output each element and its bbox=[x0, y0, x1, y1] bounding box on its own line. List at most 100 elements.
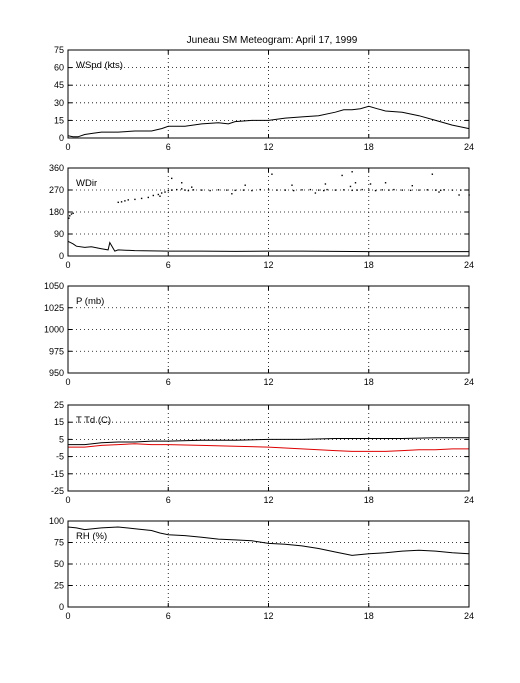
wdir-data-point bbox=[147, 196, 149, 199]
wdir-data-point bbox=[374, 189, 377, 192]
wdir-data-point bbox=[164, 191, 166, 193]
wspd-kts-xtick-label: 6 bbox=[166, 142, 171, 152]
wdir-data-point bbox=[120, 201, 123, 203]
wdir-data-point bbox=[192, 189, 195, 191]
wdir-data-point bbox=[431, 173, 434, 175]
wdir-data-point bbox=[291, 184, 293, 186]
wdir-data-point bbox=[393, 188, 395, 191]
wdir-data-point bbox=[152, 194, 155, 197]
rh-ytick-label: 75 bbox=[54, 538, 64, 548]
wdir-data-point bbox=[323, 189, 325, 192]
t-td-c-panel-label: T Td (C) bbox=[76, 415, 111, 426]
p-mb-ytick-label: 1025 bbox=[44, 303, 64, 313]
wdir-data-point bbox=[439, 189, 442, 192]
rh-ytick-label: 25 bbox=[54, 581, 64, 591]
t-td-c-ytick-label: -25 bbox=[51, 486, 64, 496]
rh-xtick-label: 24 bbox=[464, 611, 474, 621]
wspd-kts-xtick-label: 18 bbox=[364, 142, 374, 152]
p-mb-ytick-label: 1000 bbox=[44, 325, 64, 335]
wdir-xtick-label: 0 bbox=[65, 260, 70, 270]
wdir-data-point bbox=[68, 217, 70, 219]
wdir-data-point bbox=[267, 189, 270, 191]
wdir-data-point bbox=[426, 189, 429, 191]
wdir-data-point bbox=[244, 184, 246, 186]
wdir-data-point bbox=[181, 182, 183, 184]
wdir-xtick-label: 6 bbox=[166, 260, 171, 270]
wdir-series-line-0 bbox=[67, 240, 469, 253]
t-td-c-xtick-label: 18 bbox=[364, 495, 374, 505]
panel-wdir: 0 90 180 270 360 0 6 12 18 24 WDir bbox=[49, 163, 474, 270]
wdir-ytick-label: 180 bbox=[49, 207, 64, 217]
p-mb-xtick-label: 0 bbox=[65, 377, 70, 387]
wdir-ytick-label: 90 bbox=[54, 229, 64, 239]
wdir-data-point bbox=[438, 191, 440, 193]
wdir-data-point bbox=[284, 189, 287, 191]
rh-xtick-label: 0 bbox=[65, 611, 70, 621]
wdir-data-point bbox=[217, 189, 220, 191]
wdir-data-point bbox=[140, 197, 143, 200]
panel-wspd-kts: 0 15 30 45 60 75 0 6 12 18 24 WSpd (kts) bbox=[54, 45, 474, 152]
wdir-data-point bbox=[409, 189, 412, 192]
wdir-data-point bbox=[314, 192, 317, 194]
wdir-data-point bbox=[309, 188, 312, 191]
wdir-data-point bbox=[451, 189, 454, 191]
wdir-ytick-label: 270 bbox=[49, 185, 64, 195]
wdir-data-point bbox=[69, 215, 71, 217]
wdir-xtick-label: 18 bbox=[364, 260, 374, 270]
wdir-data-point bbox=[443, 189, 445, 191]
wdir-data-point bbox=[458, 194, 460, 196]
wspd-kts-ytick-label: 30 bbox=[54, 98, 64, 108]
wdir-data-point bbox=[170, 189, 173, 191]
wdir-data-point bbox=[176, 188, 178, 191]
wdir-data-point bbox=[460, 189, 462, 191]
wdir-xtick-label: 24 bbox=[464, 260, 474, 270]
t-td-c-series-line-1 bbox=[68, 443, 469, 452]
wspd-kts-ytick-label: 60 bbox=[54, 63, 64, 73]
rh-ytick-label: 50 bbox=[54, 559, 64, 569]
wdir-data-point bbox=[369, 183, 372, 185]
wdir-data-point bbox=[356, 189, 358, 191]
rh-ytick-label: 0 bbox=[59, 602, 64, 612]
wdir-data-point bbox=[434, 189, 437, 191]
wspd-kts-ytick-label: 75 bbox=[54, 45, 64, 55]
wdir-data-point bbox=[381, 189, 383, 191]
wdir-data-point bbox=[334, 189, 337, 191]
wdir-ytick-label: 0 bbox=[59, 251, 64, 261]
p-mb-ytick-label: 975 bbox=[49, 346, 64, 356]
wdir-data-point bbox=[251, 189, 253, 192]
wdir-data-point bbox=[271, 173, 273, 175]
wdir-data-point bbox=[201, 189, 203, 191]
wdir-data-point bbox=[72, 212, 74, 215]
wdir-data-point bbox=[411, 185, 413, 187]
wdir-data-point bbox=[167, 189, 170, 192]
wdir-data-point bbox=[209, 189, 211, 192]
p-mb-xtick-label: 24 bbox=[464, 377, 474, 387]
wdir-data-point bbox=[343, 189, 345, 191]
t-td-c-ytick-label: -5 bbox=[56, 452, 64, 462]
rh-xtick-label: 12 bbox=[263, 611, 273, 621]
t-td-c-xtick-label: 0 bbox=[65, 495, 70, 505]
wdir-data-point bbox=[170, 177, 173, 180]
wdir-data-point bbox=[301, 189, 303, 191]
wdir-data-point bbox=[368, 189, 370, 191]
wdir-data-point bbox=[157, 193, 160, 196]
wdir-data-point bbox=[187, 189, 190, 192]
panel-t-td-c: -25 -15 -5 5 15 25 0 6 12 18 24 T Td (C) bbox=[51, 400, 474, 505]
wdir-data-point bbox=[361, 188, 363, 191]
p-mb-ytick-label: 950 bbox=[49, 368, 64, 378]
t-td-c-xtick-label: 6 bbox=[166, 495, 171, 505]
rh-xtick-label: 6 bbox=[166, 611, 171, 621]
wspd-kts-panel-label: WSpd (kts) bbox=[76, 60, 123, 71]
wdir-data-point bbox=[341, 174, 343, 177]
panel-p-mb: 950 975 1000 1025 1050 0 6 12 18 24 P (mb) bbox=[44, 281, 474, 387]
rh-xtick-label: 18 bbox=[364, 611, 374, 621]
wdir-data-point bbox=[292, 189, 295, 192]
wspd-kts-ytick-label: 0 bbox=[59, 133, 64, 143]
wdir-xtick-label: 12 bbox=[263, 260, 273, 270]
wdir-data-point bbox=[226, 189, 228, 191]
t-td-c-xtick-label: 12 bbox=[263, 495, 273, 505]
t-td-c-ytick-label: 15 bbox=[54, 417, 64, 427]
wdir-data-point bbox=[418, 189, 420, 191]
